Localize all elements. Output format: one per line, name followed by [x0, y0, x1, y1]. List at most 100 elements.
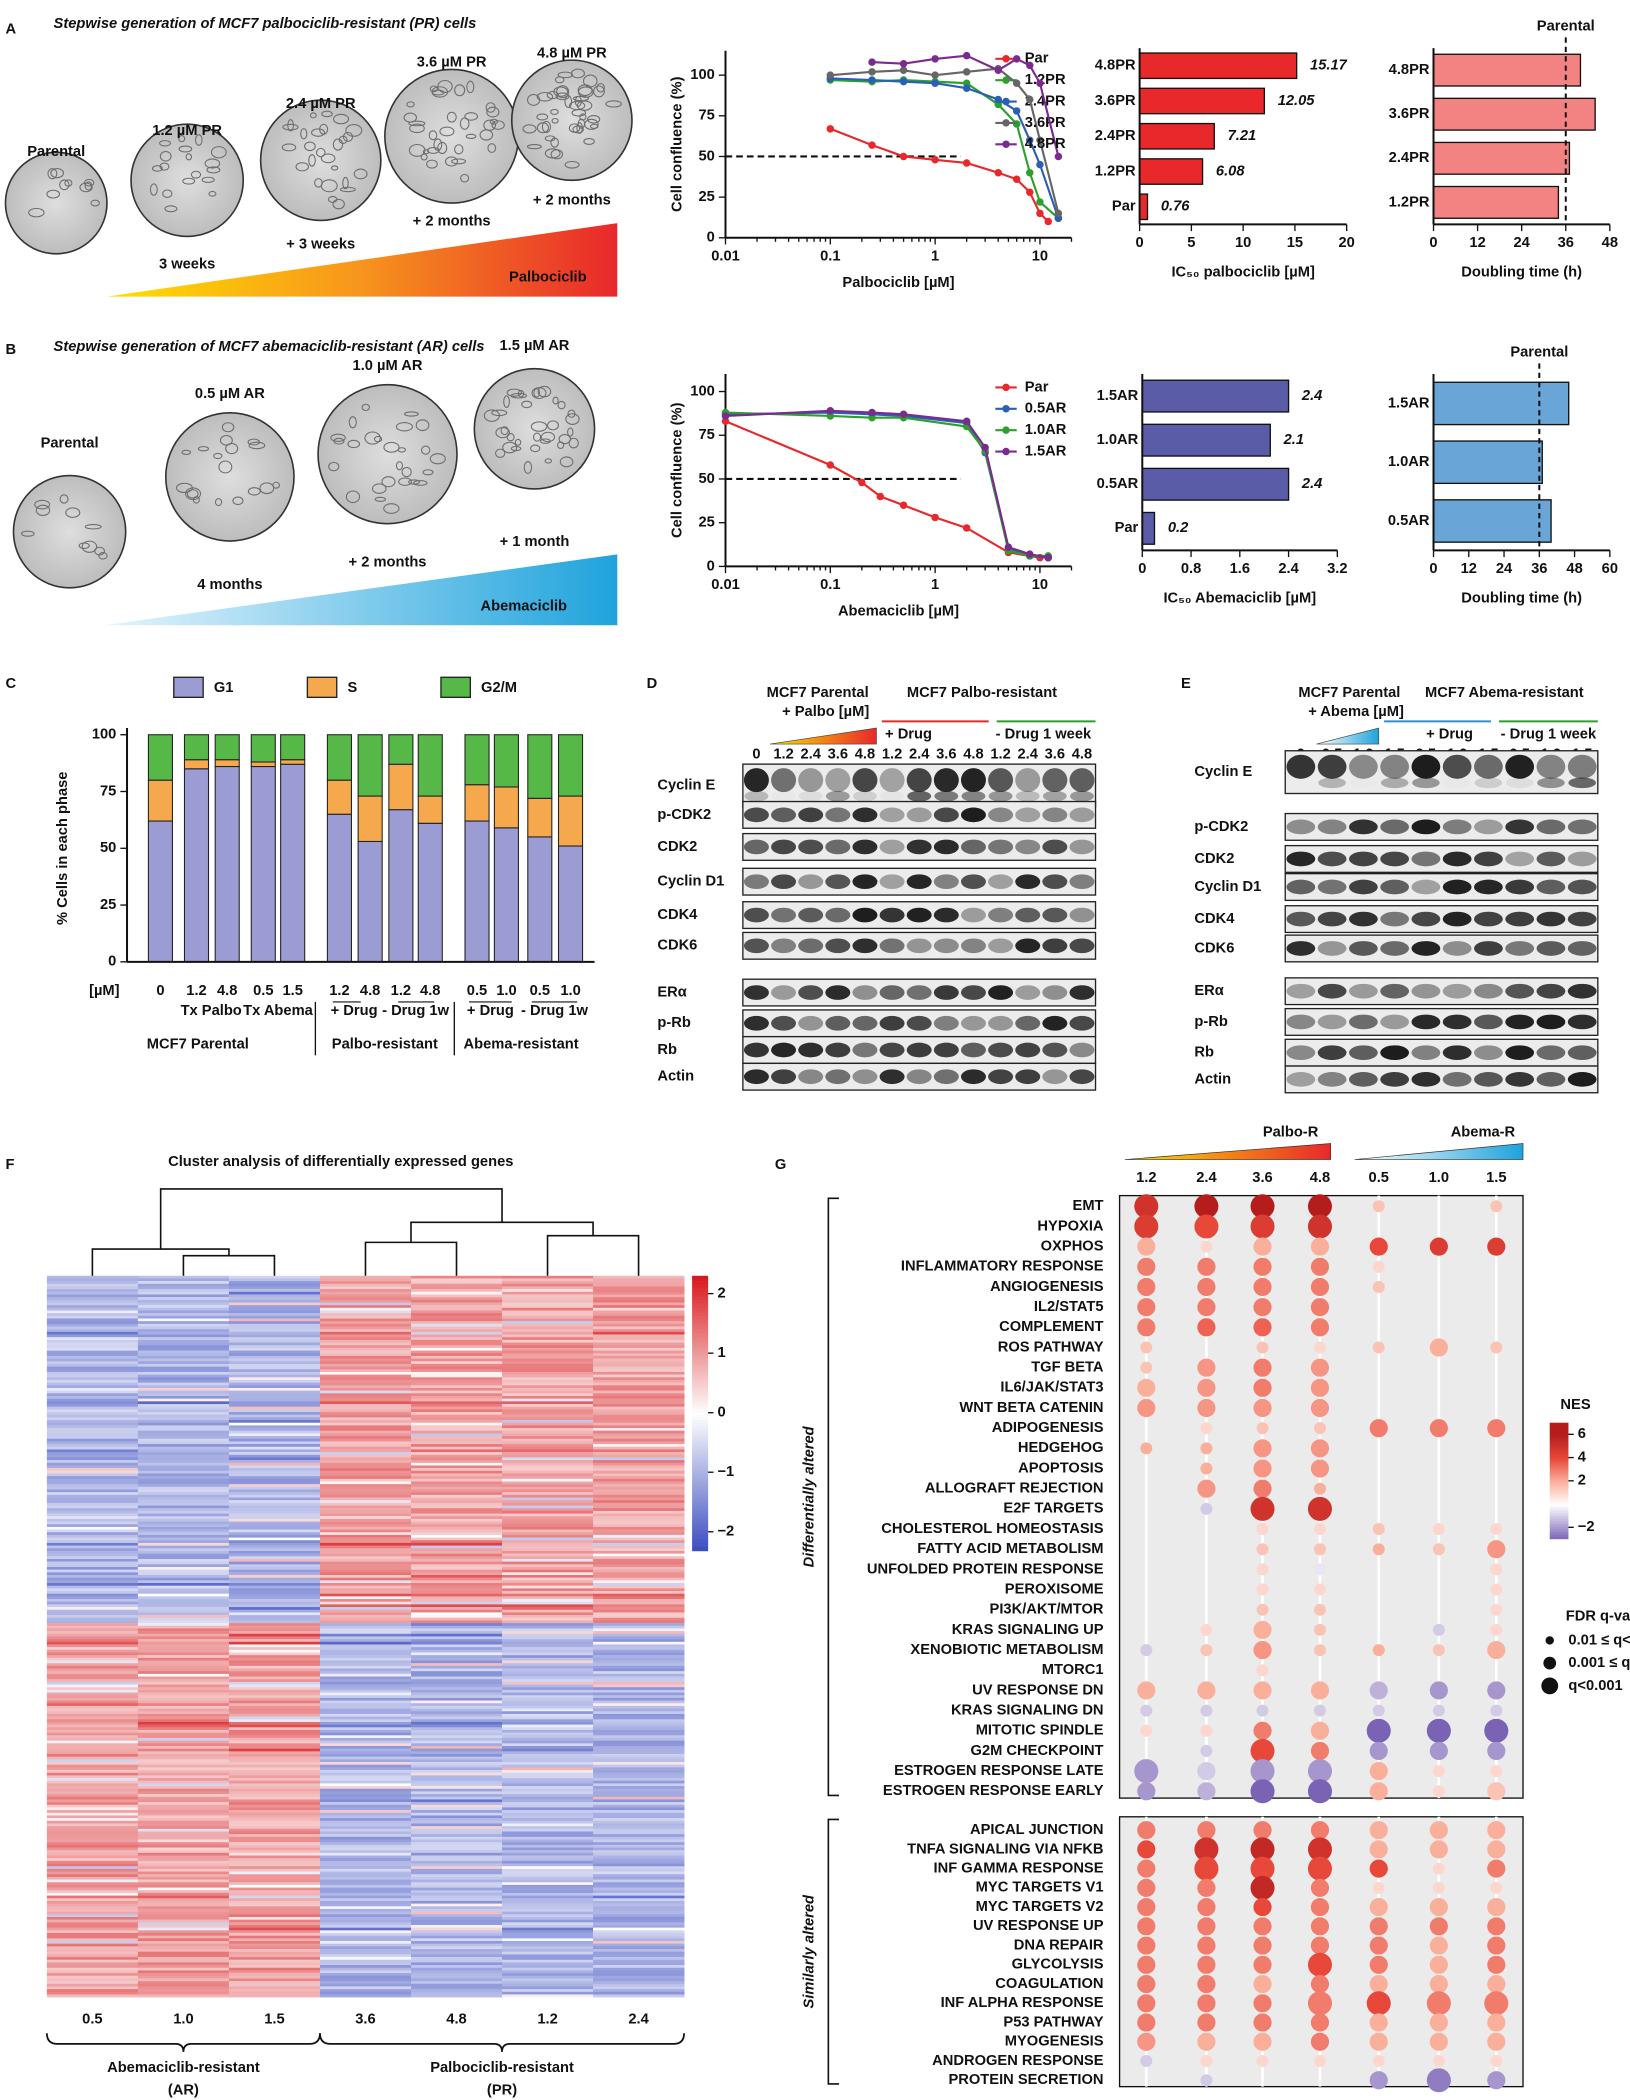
heat-stripe	[593, 1970, 685, 1974]
heat-stripe	[228, 1983, 321, 1987]
cell	[149, 183, 158, 196]
cell	[345, 124, 363, 137]
y-tick-label: 75	[698, 427, 714, 443]
cell	[523, 461, 533, 474]
cell	[201, 176, 215, 183]
heat-stripe	[410, 1591, 503, 1594]
heat-stripe	[319, 1732, 412, 1736]
heat-stripe	[410, 1465, 503, 1469]
heat-stripe	[46, 1460, 139, 1464]
heat-stripe	[137, 1823, 230, 1827]
dot	[1313, 1543, 1326, 1556]
band	[1442, 911, 1472, 927]
colorbar-step	[692, 1438, 709, 1442]
dot	[1487, 1955, 1506, 1974]
heat-stripe	[46, 1331, 139, 1335]
dot	[1200, 1744, 1213, 1757]
heat-stripe	[46, 1855, 139, 1859]
header-label: Abema-R	[1451, 1125, 1516, 1141]
column-label: 2.4	[628, 2012, 649, 2028]
heat-stripe	[46, 1762, 139, 1765]
heat-stripe	[502, 1925, 594, 1928]
heat-stripe	[319, 1962, 412, 1966]
heat-stripe	[502, 1804, 594, 1808]
heat-stripe	[319, 1935, 412, 1939]
dot	[1310, 1898, 1330, 1917]
heat-stripe	[593, 1892, 685, 1896]
heat-stripe	[593, 1802, 685, 1806]
dot	[1307, 1991, 1332, 2016]
colorbar-step	[1549, 1470, 1569, 1474]
heat-stripe	[410, 1967, 503, 1971]
heat-stripe	[46, 1743, 139, 1747]
heat-stripe	[502, 1393, 594, 1397]
band	[771, 1015, 797, 1031]
cell	[159, 150, 172, 162]
row-label: ERα	[1194, 983, 1223, 999]
dot	[1197, 1479, 1216, 1498]
colorbar-step	[1549, 1492, 1569, 1496]
heat-stripe	[228, 1914, 321, 1918]
heat-stripe	[319, 1668, 412, 1672]
heat-stripe	[319, 1534, 412, 1538]
colorbar-step	[692, 1489, 709, 1493]
bar	[1141, 379, 1290, 413]
heat-stripe	[319, 1871, 412, 1875]
colorbar-step	[1549, 1452, 1569, 1456]
heat-stripe	[319, 1476, 412, 1480]
band	[934, 790, 959, 802]
dot	[1487, 1419, 1506, 1438]
heat-stripe	[228, 1505, 321, 1509]
heat-stripe	[593, 1681, 685, 1685]
heat-stripe	[319, 1697, 412, 1701]
heat-stripe	[502, 1436, 594, 1440]
band	[1380, 879, 1410, 895]
heat-stripe	[593, 1898, 685, 1902]
heat-stripe	[502, 1783, 594, 1787]
row-label: p-CDK2	[1194, 819, 1248, 835]
heat-stripe	[46, 1404, 139, 1407]
heat-stripe	[137, 1892, 230, 1896]
heat-stripe	[228, 1452, 321, 1456]
cell	[221, 422, 235, 433]
heat-stripe	[228, 1957, 321, 1960]
band	[1286, 1014, 1316, 1030]
cell	[587, 115, 601, 124]
heat-stripe	[228, 1379, 321, 1383]
heat-stripe	[410, 1564, 503, 1568]
heat-stripe	[502, 1724, 594, 1728]
heat-stripe	[137, 1748, 230, 1752]
heat-stripe	[319, 1404, 412, 1407]
heat-stripe	[319, 1834, 412, 1838]
column-label: 4.8	[446, 2012, 466, 2028]
colorbar-step	[692, 1478, 709, 1482]
dose-wedge	[769, 727, 877, 745]
cell	[544, 135, 556, 142]
dot	[1426, 1991, 1451, 2016]
dot	[1197, 1955, 1216, 1974]
data-point	[826, 412, 835, 420]
row-label: p-CDK2	[657, 807, 711, 823]
cell	[526, 144, 542, 150]
heat-stripe	[502, 1278, 594, 1282]
heat-stripe	[137, 1534, 230, 1538]
heat-stripe	[593, 1275, 685, 1279]
cell	[464, 112, 479, 121]
heat-stripe	[502, 1420, 594, 1423]
colorbar-step	[1549, 1512, 1569, 1516]
heat-stripe	[410, 1962, 503, 1966]
heat-stripe	[593, 1315, 685, 1319]
cell	[555, 92, 570, 101]
heat-stripe	[502, 1994, 594, 1998]
heat-stripe	[46, 1599, 139, 1602]
band	[1411, 941, 1441, 956]
heat-stripe	[319, 1583, 412, 1586]
heat-stripe	[228, 1791, 321, 1795]
heat-stripe	[228, 1593, 321, 1597]
heat-stripe	[593, 1345, 685, 1349]
data-point	[899, 501, 908, 509]
colorbar-step	[692, 1283, 709, 1287]
x-tick-label: 1.6	[1230, 561, 1250, 577]
heat-stripe	[410, 1283, 503, 1287]
heat-stripe	[410, 1526, 503, 1530]
